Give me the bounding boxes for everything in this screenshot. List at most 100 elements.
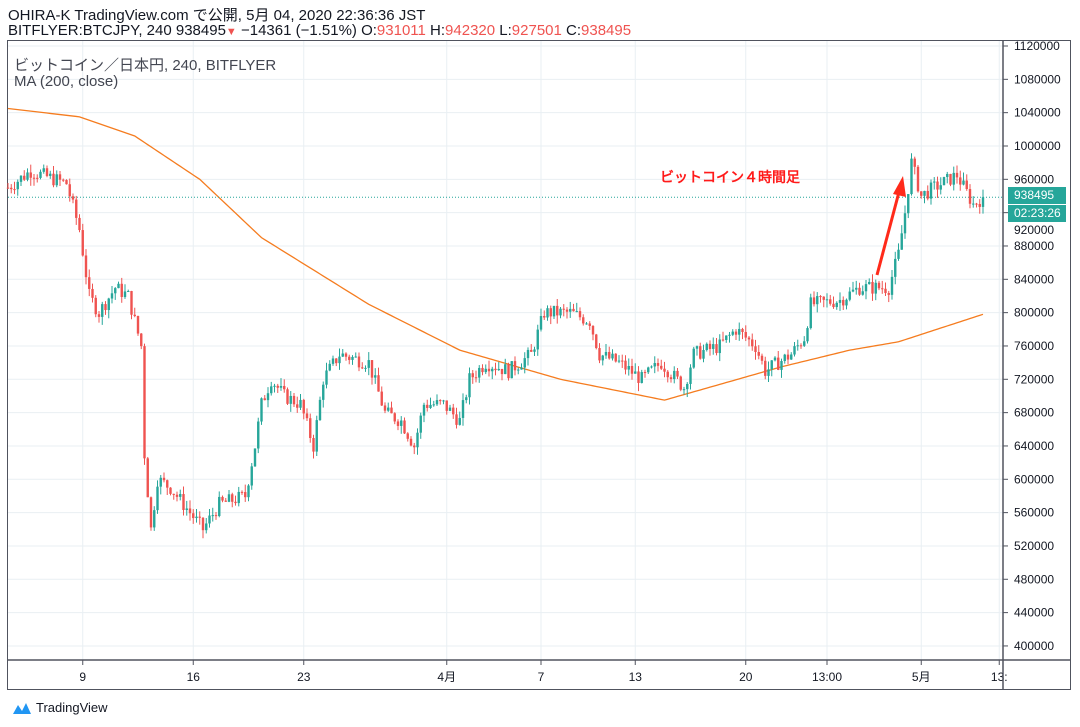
candle-body <box>185 508 188 510</box>
candle-body <box>556 305 559 316</box>
candle-body <box>975 203 978 205</box>
y-tick-label: 840000 <box>1014 272 1054 286</box>
candle-body <box>965 180 968 190</box>
close-label: C: <box>566 22 582 39</box>
candle-body <box>439 400 442 402</box>
candle-body <box>370 360 374 378</box>
candle-body <box>955 172 959 178</box>
candle-body <box>582 317 585 324</box>
candle-body <box>403 420 406 434</box>
candle-body <box>244 492 247 498</box>
candle-body <box>162 477 166 481</box>
candle-body <box>692 348 695 368</box>
candle-body <box>127 291 130 293</box>
candle-body <box>270 386 273 394</box>
candle-body <box>513 361 517 371</box>
candle-body <box>617 360 621 362</box>
candle-body <box>530 349 533 352</box>
x-tick-label: 9 <box>79 670 86 684</box>
down-triangle-icon: ▼ <box>225 26 237 38</box>
candle-body <box>406 433 409 439</box>
candle-body <box>45 168 49 176</box>
candle-body <box>767 369 770 376</box>
candle-body <box>812 297 816 305</box>
candle-body <box>523 358 526 368</box>
candle-body <box>478 367 481 378</box>
annotation-arrow-shaft <box>875 191 901 276</box>
candle-body <box>809 297 812 329</box>
candle-body <box>286 389 289 404</box>
candle-body <box>422 404 426 416</box>
candle-body <box>435 400 439 405</box>
candle-body <box>296 404 299 408</box>
candle-body <box>208 515 211 524</box>
candle-body <box>201 517 205 531</box>
candle-body <box>491 368 494 372</box>
candle-body <box>390 407 393 414</box>
candle-body <box>221 496 224 501</box>
candle-body <box>608 351 611 359</box>
candle-body <box>195 516 198 519</box>
candle-body <box>29 172 32 178</box>
candle-body <box>734 331 738 335</box>
candle-body <box>354 356 357 358</box>
candle-body <box>198 516 201 518</box>
candle-body <box>409 438 413 446</box>
candle-body <box>864 284 868 292</box>
tradingview-logo-icon <box>13 702 31 714</box>
candle-body <box>819 296 822 298</box>
candle-body <box>172 493 175 495</box>
price-change: −14361 (−1.51%) <box>240 22 357 39</box>
candle-body <box>721 339 725 341</box>
candle-body <box>91 288 94 298</box>
publisher-text: OHIRA-K TradingView.com で公開, 5月 04, 2020… <box>8 7 426 24</box>
candle-body <box>471 373 474 378</box>
candle-body <box>325 370 328 385</box>
candle-body <box>705 343 708 350</box>
candle-body <box>348 356 351 360</box>
candle-body <box>494 368 497 371</box>
chart-frame[interactable] <box>7 40 1071 690</box>
x-tick-label: 20 <box>739 670 753 684</box>
candle-body <box>796 345 799 347</box>
candle-body <box>786 354 790 360</box>
candle-body <box>526 349 530 359</box>
series-legend: ビットコイン／日本円, 240, BITFLYER <box>14 57 277 74</box>
candle-body <box>497 368 500 371</box>
candle-body <box>676 370 679 377</box>
candle-body <box>279 385 283 388</box>
candle-body <box>890 276 894 295</box>
candle-body <box>374 375 377 378</box>
candle-body <box>149 497 153 528</box>
candle-body <box>933 181 936 183</box>
candle-body <box>653 363 656 367</box>
brand[interactable]: TradingView <box>12 700 108 715</box>
candle-body <box>910 158 913 195</box>
candle-body <box>517 369 520 371</box>
candle-body <box>952 172 955 185</box>
x-tick-label: 5月 <box>912 670 931 684</box>
candle-body <box>708 343 712 349</box>
candle-body <box>289 395 292 404</box>
candle-body <box>383 405 387 411</box>
candle-body <box>907 194 910 214</box>
candle-body <box>169 487 172 494</box>
candle-body <box>58 174 62 180</box>
candle-body <box>448 407 452 411</box>
y-tick-label: 560000 <box>1014 506 1054 520</box>
candle-body <box>552 305 556 317</box>
candle-body <box>504 364 507 375</box>
candle-body <box>500 368 504 375</box>
candle-body <box>465 397 468 401</box>
candle-body <box>257 421 260 449</box>
candle-body <box>673 370 676 380</box>
candle-body <box>357 356 361 368</box>
candle-body <box>942 177 946 186</box>
candle-body <box>825 299 829 301</box>
candle-body <box>877 282 881 289</box>
candle-body <box>78 217 81 231</box>
candle-body <box>117 283 120 289</box>
low-value: 927501 <box>511 22 562 39</box>
candle-body <box>364 367 367 369</box>
